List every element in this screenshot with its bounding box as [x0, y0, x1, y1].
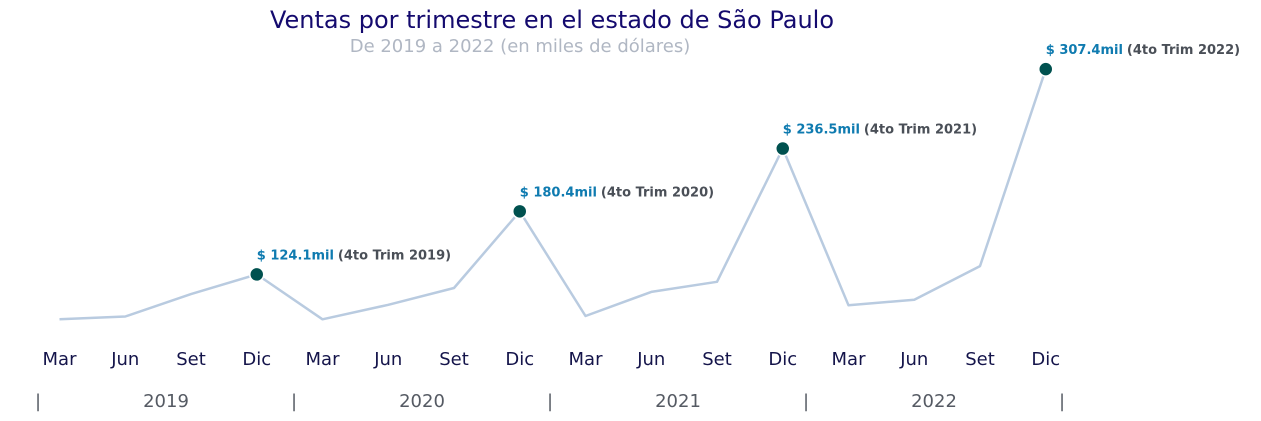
year-separator: |	[291, 391, 297, 412]
data-label: $ 307.4mil (4to Trim 2022)	[1046, 43, 1240, 58]
data-label-period: (4to Trim 2020)	[601, 185, 714, 200]
x-tick-label: Mar	[306, 349, 341, 370]
data-label-value: $ 236.5mil	[783, 123, 860, 138]
highlight-marker	[512, 203, 528, 220]
x-tick-label: Set	[965, 349, 995, 370]
data-label-period: (4to Trim 2019)	[338, 248, 451, 263]
series-line	[59, 68, 1047, 321]
x-tick-label: Mar	[832, 349, 867, 370]
year-separator: |	[803, 391, 809, 412]
highlight-marker	[775, 140, 791, 157]
x-tick-label: Set	[702, 349, 732, 370]
year-label: 2021	[655, 391, 701, 412]
data-label: $ 124.1mil (4to Trim 2019)	[257, 248, 451, 263]
x-tick-label: Jun	[110, 349, 139, 370]
x-tick-label: Mar	[43, 349, 78, 370]
x-tick-label: Dic	[505, 349, 534, 370]
year-label: 2022	[911, 391, 957, 412]
year-label: 2019	[143, 391, 189, 412]
x-tick-label: Dic	[768, 349, 797, 370]
data-label: $ 236.5mil (4to Trim 2021)	[783, 123, 977, 138]
data-label-value: $ 180.4mil	[520, 185, 597, 200]
highlight-marker	[249, 266, 265, 283]
data-label: $ 180.4mil (4to Trim 2020)	[520, 185, 714, 200]
x-tick-label: Set	[439, 349, 469, 370]
chart-title: Ventas por trimestre en el estado de São…	[269, 6, 835, 34]
x-tick-label: Jun	[636, 349, 665, 370]
data-label-period: (4to Trim 2021)	[864, 123, 977, 138]
data-label-period: (4to Trim 2022)	[1127, 43, 1240, 58]
x-tick-label: Jun	[373, 349, 402, 370]
year-separator: |	[547, 391, 553, 412]
chart-subtitle: De 2019 a 2022 (en miles de dólares)	[349, 36, 691, 57]
year-separator: |	[1059, 391, 1065, 412]
x-tick-label: Jun	[899, 349, 928, 370]
data-label-value: $ 124.1mil	[257, 248, 334, 263]
year-label: 2020	[399, 391, 445, 412]
data-label-value: $ 307.4mil	[1046, 43, 1123, 58]
year-separator: |	[35, 391, 41, 412]
x-tick-label: Mar	[569, 349, 604, 370]
x-tick-label: Dic	[242, 349, 271, 370]
highlight-marker	[1038, 61, 1054, 77]
x-tick-label: Dic	[1031, 349, 1060, 370]
x-tick-label: Set	[176, 349, 206, 370]
